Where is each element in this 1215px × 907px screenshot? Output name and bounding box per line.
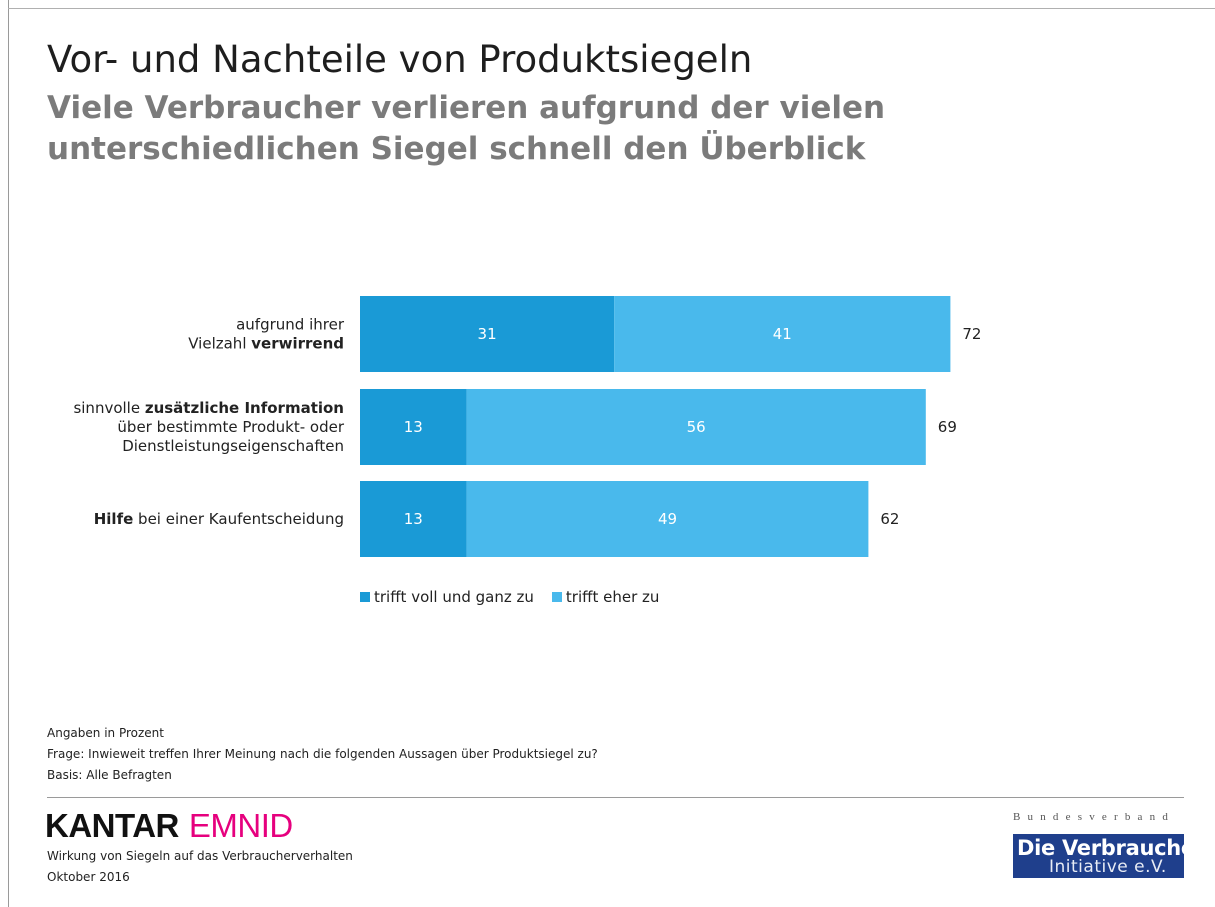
kantar-emnid-logo: KANTAR EMNID [45,806,293,846]
chart-legend: trifft voll und ganz zu trifft eher zu [360,588,677,606]
bar-segment-voll-3 [360,481,467,557]
study-date: Oktober 2016 [47,870,130,884]
page-subtitle: Viele Verbraucher verlieren aufgrund der… [47,90,886,167]
partner-logo-line2: Initiative e.V. [1049,857,1167,877]
legend-label-eher: trifft eher zu [565,588,660,606]
bar-value-label: 13 [404,510,423,528]
bar-segment-eher-1 [614,296,951,372]
legend-item-eher: trifft eher zu [551,588,660,606]
legend-swatch-eher [551,592,562,602]
bar-segment-eher-2 [466,389,926,465]
frame-top-border [8,8,1215,9]
footer-divider [47,797,1184,798]
category-label-1: aufgrund ihrer Vielzahl verwirrend [188,316,345,353]
bar-total-label: 69 [938,418,957,436]
bar-value-label: 31 [478,325,497,343]
chart-notes: Angaben in Prozent Frage: Inwieweit tref… [47,723,598,786]
legend-swatch-voll [360,592,370,602]
study-info: Wirkung von Siegeln auf das Verbraucherv… [47,846,353,888]
brand-kantar: KANTAR [45,807,179,844]
bar-value-label: 41 [773,325,792,343]
bar-value-label: 13 [404,418,423,436]
legend-label-voll: trifft voll und ganz zu [374,588,534,606]
bar-segment-voll-2 [360,389,467,465]
bar-value-label: 56 [687,418,706,436]
bar-total-label: 62 [880,510,899,528]
note-base: Basis: Alle Befragten [47,768,172,782]
page-title: Vor- und Nachteile von Produktsiegeln [47,38,753,81]
study-title: Wirkung von Siegeln auf das Verbraucherv… [47,849,353,863]
brand-emnid: EMNID [188,807,293,844]
category-label-2: sinnvolle zusätzliche Information über be… [73,399,344,455]
bar-value-label: 49 [658,510,677,528]
bar-segment-eher-3 [466,481,869,557]
partner-bundesverband: Bundesverband [1013,811,1176,823]
frame-left-border [8,0,9,907]
category-label-3: Hilfe bei einer Kaufentscheidung [94,510,344,528]
bar-total-label: 72 [962,325,981,343]
note-question: Frage: Inwieweit treffen Ihrer Meinung n… [47,747,598,761]
verbraucher-initiative-logo: Die Verbraucher Initiative e.V. [1013,834,1184,878]
note-unit: Angaben in Prozent [47,726,164,740]
partner-logo-line1: Die Verbraucher [1017,836,1184,860]
legend-item-voll: trifft voll und ganz zu [360,588,534,606]
bar-segment-voll-1 [360,296,615,372]
